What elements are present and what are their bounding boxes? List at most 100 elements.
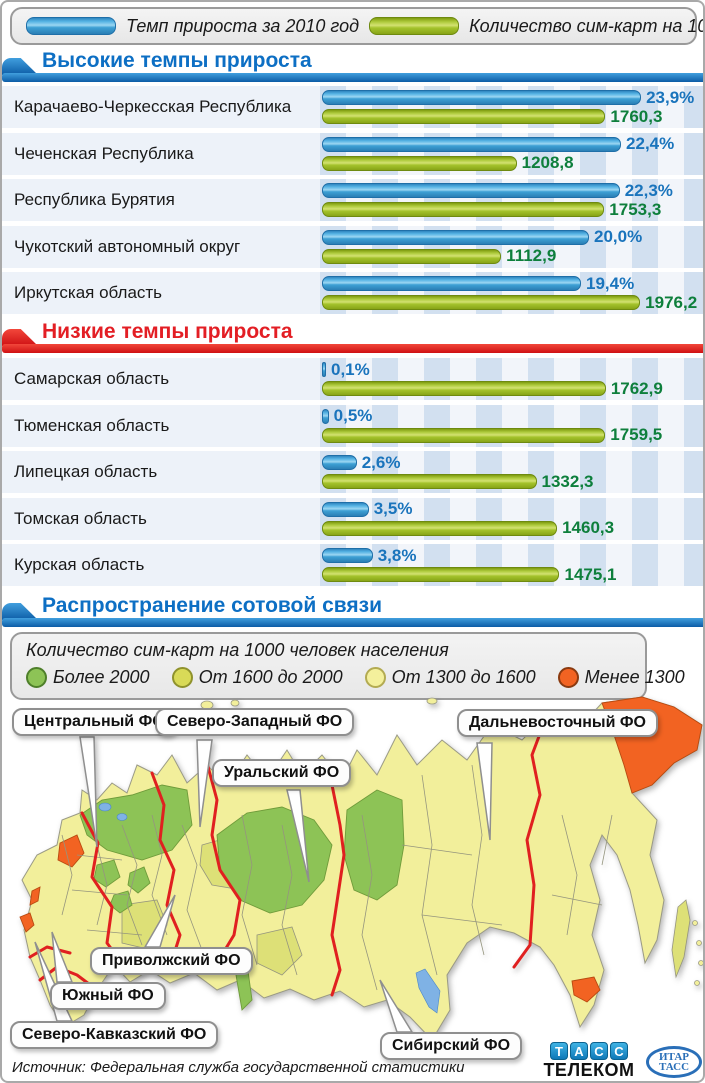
chart-row: Тюменская область 0,5% 1759,5: [2, 404, 703, 447]
chart-row: Томская область 3,5% 1460,3: [2, 497, 703, 540]
district-label-fareast: Дальневосточный ФО: [457, 709, 658, 737]
growth-rate-bar: [322, 501, 369, 517]
telecom-wordmark: Телеком: [543, 1060, 635, 1080]
sim-count-bar: [322, 381, 606, 396]
region-label: Тюменская область: [14, 415, 170, 435]
chart-row: Иркутская область 19,4% 1976,2: [2, 272, 703, 314]
growth-rate-bar: [322, 548, 373, 563]
russia-choropleth-map: Центральный ФО Северо-Западный ФО Уральс…: [2, 695, 703, 1081]
growth-rate-value: 2,6%: [361, 452, 401, 472]
low-growth-chart: Самарская область 0,1% 1762,9 Тюменская …: [2, 358, 703, 591]
header-rule: [2, 618, 703, 627]
class-swatch-orange: [557, 667, 579, 688]
tass-telecom-logo: Т А С С Телеком: [538, 1042, 640, 1081]
growth-rate-swatch: [26, 17, 116, 35]
class-label: Менее 1300: [584, 667, 685, 687]
region-label: Курская область: [14, 555, 145, 574]
map-legend-title: Количество сим-карт на 1000 человек насе…: [26, 640, 449, 660]
growth-rate-bar: [322, 229, 589, 245]
class-swatch-yellow: [364, 667, 386, 688]
sim-count-bar: [322, 474, 537, 489]
sim-count-bar: [322, 295, 641, 310]
sim-count-bar: [322, 155, 517, 171]
growth-rate-bar: [322, 455, 357, 470]
section-title: Низкие темпы прироста: [42, 320, 293, 343]
sim-count-bar: [322, 248, 502, 264]
map-legend-items: Более 2000 От 1600 до 2000 От 1300 до 16…: [26, 667, 685, 688]
region-label: Чеченская Республика: [14, 143, 194, 163]
region-label: Карачаево-Черкесская Республика: [14, 97, 292, 116]
growth-rate-bar: [322, 408, 329, 424]
growth-rate-value: 0,5%: [333, 406, 373, 425]
district-label-central: Центральный ФО: [12, 708, 177, 736]
growth-rate-value: 23,9%: [646, 87, 695, 107]
region-label: Иркутская область: [14, 283, 163, 302]
growth-rate-value: 19,4%: [585, 273, 635, 293]
legend-item: От 1600 до 2000: [171, 667, 343, 688]
logo-letter: Т: [550, 1042, 568, 1060]
header-rule: [2, 73, 703, 82]
sim-count-value: 1475,1: [564, 564, 617, 584]
class-swatch-yellowgreen: [171, 667, 193, 688]
high-growth-chart: Карачаево-Черкесская Республика 23,9% 17…: [2, 86, 703, 319]
legend-item: От 1300 до 1600: [364, 667, 536, 688]
growth-rate-bar: [322, 136, 622, 152]
section-header-map: Распространение сотовой связи: [2, 594, 703, 627]
region-label: Липецкая область: [14, 462, 158, 481]
sim-count-bar: [322, 427, 606, 443]
section-title: Высокие темпы прироста: [42, 49, 312, 72]
chart-row: Карачаево-Черкесская Республика 23,9% 17…: [2, 86, 703, 128]
sim-count-bar: [322, 567, 560, 582]
sim-count-value: 1460,3: [562, 518, 615, 537]
class-label: Более 2000: [53, 667, 150, 687]
logo-letter: А: [570, 1042, 588, 1060]
growth-rate-bar: [322, 276, 581, 291]
itar-tass-logo: ИТАР ТАСС: [646, 1046, 702, 1078]
sim-count-bar: [322, 520, 558, 536]
islands: [200, 697, 703, 986]
district-label-ncaucasus: Северо-Кавказский ФО: [10, 1021, 219, 1049]
chart-row: Самарская область 0,1% 1762,9: [2, 358, 703, 400]
sim-count-value: 1976,2: [645, 292, 698, 312]
class-label: От 1600 до 2000: [198, 667, 343, 687]
district-label-volga: Приволжский ФО: [90, 947, 253, 975]
growth-rate-value: 0,1%: [331, 359, 370, 379]
sim-count-value: 1332,3: [541, 471, 594, 491]
region-label: Самарская область: [14, 369, 170, 388]
section-header-low-growth: Низкие темпы прироста: [2, 320, 703, 353]
district-label-ural: Уральский ФО: [212, 759, 352, 787]
growth-rate-bar: [322, 90, 642, 105]
chart-row: Чукотский автономный округ 20,0% 1112,9: [2, 225, 703, 268]
section-title: Распространение сотовой связи: [42, 594, 383, 617]
logo-letter: С: [590, 1042, 608, 1060]
region-label: Республика Бурятия: [14, 190, 175, 209]
itar-line: ИТАР: [658, 1051, 689, 1063]
section-header-high-growth: Высокие темпы прироста: [2, 49, 703, 82]
growth-rate-value: 3,5%: [373, 499, 413, 518]
class-swatch-green: [26, 667, 47, 688]
chart-row: Республика Бурятия 22,3% 1753,3: [2, 179, 703, 221]
legend-label-growth: Темп прироста за 2010 год: [126, 15, 360, 36]
legend-item: Менее 1300: [557, 667, 685, 688]
sim-count-bar: [322, 109, 606, 124]
lakes: [98, 802, 441, 1014]
region-label: Чукотский автономный округ: [14, 236, 241, 256]
district-label-south: Южный ФО: [50, 982, 166, 1010]
region-label: Томская область: [14, 508, 147, 528]
chart-row: Курская область 3,8% 1475,1: [2, 544, 703, 586]
tass-letter-squares: Т А С С: [538, 1042, 640, 1060]
chart-row: Чеченская Республика 22,4% 1208,8: [2, 132, 703, 175]
header-rule: [2, 344, 703, 353]
sim-count-value: 1759,5: [610, 425, 663, 444]
growth-rate-value: 22,3%: [624, 180, 673, 200]
tass-line: ТАСС: [658, 1061, 690, 1073]
sim-count-value: 1753,3: [609, 199, 662, 219]
logo-letter: С: [610, 1042, 628, 1060]
growth-rate-bar: [322, 183, 620, 198]
chart-row: Липецкая область 2,6% 1332,3: [2, 451, 703, 493]
sim-count-value: 1762,9: [610, 378, 663, 398]
callout-pointers: [34, 736, 493, 1033]
sim-count-value: 1112,9: [506, 246, 557, 265]
district-label-siberia: Сибирский ФО: [380, 1032, 523, 1060]
sim-count-swatch: [369, 17, 460, 35]
